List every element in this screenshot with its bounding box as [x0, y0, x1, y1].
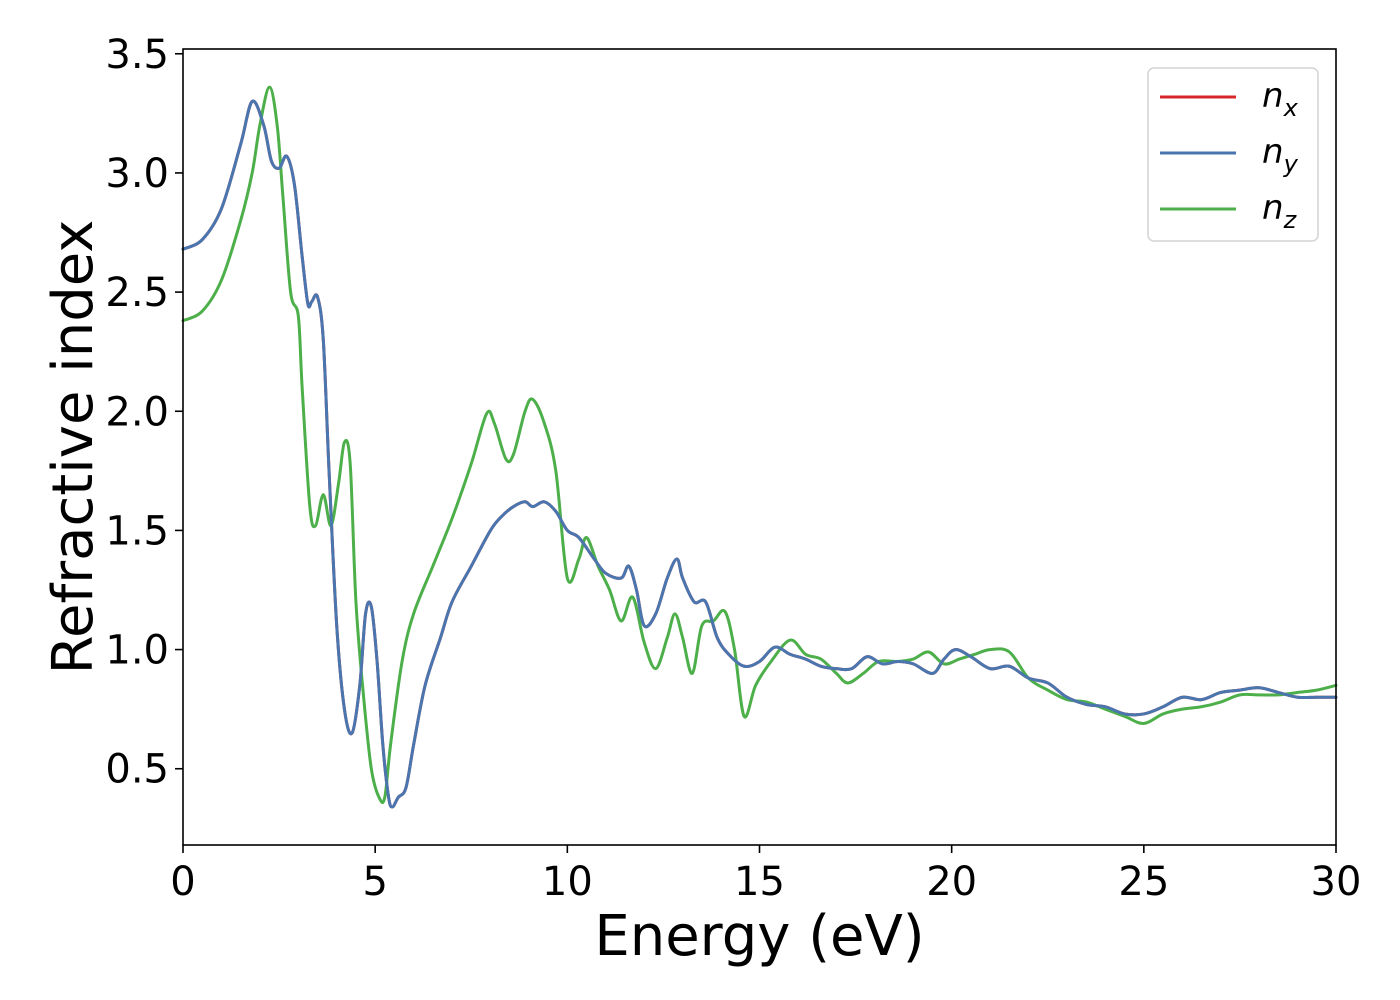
x-tick-label: 15 — [734, 859, 785, 905]
y-axis-label: Refractive index — [41, 220, 106, 675]
y-tick-label: 2.5 — [105, 270, 169, 316]
series-layer — [181, 85, 1338, 809]
series-line-y — [181, 99, 1338, 809]
y-tick-label: 1.0 — [105, 628, 169, 674]
y-tick-label: 2.0 — [105, 389, 169, 435]
x-tick-label: 0 — [170, 859, 195, 905]
y-tick-label: 0.5 — [105, 747, 169, 793]
ticks-layer: 0 5 10 15 20 25 30 0.5 1.0 1.5 2.0 2.5 3.0 3.5 — [105, 32, 1361, 905]
legend-label-z: nz — [1262, 188, 1298, 234]
x-tick-label: 20 — [926, 859, 977, 905]
legend-label-y: ny — [1262, 132, 1299, 178]
series-line-z — [181, 85, 1338, 804]
legend: nx ny nz — [1147, 67, 1319, 242]
x-tick-label: 25 — [1118, 859, 1169, 905]
x-tick-label: 30 — [1311, 859, 1362, 905]
legend-label-x: nx — [1262, 76, 1299, 122]
x-tick-label: 10 — [542, 859, 593, 905]
y-tick-label: 3.0 — [105, 151, 169, 197]
x-axis-label: Energy (eV) — [594, 904, 924, 969]
y-tick-label: 3.5 — [105, 32, 169, 78]
x-tick-label: 5 — [362, 859, 387, 905]
y-tick-label: 1.5 — [105, 508, 169, 554]
